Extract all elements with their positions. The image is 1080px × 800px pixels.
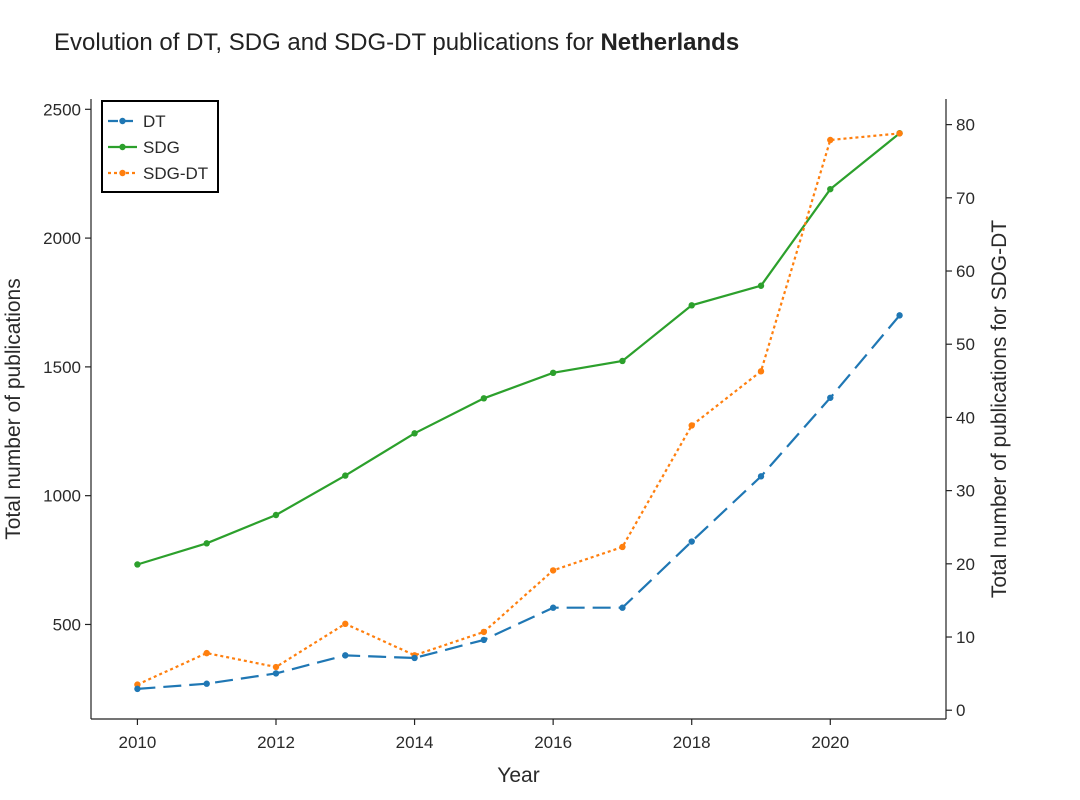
chart-title-country: Netherlands [600,29,739,56]
data-point-dt [619,604,626,611]
right-y-tick-label: 0 [956,701,965,720]
data-point-sdg-dt [688,422,695,429]
data-point-dt [411,654,418,662]
left-y-ticks: 500 1000 1500 2000 2500 [43,100,91,634]
data-point-dt [203,680,210,687]
data-point-sdg [757,282,765,289]
series-line-sdg [137,132,901,566]
right-y-tick-label: 20 [956,555,975,574]
data-point-sdg-dt [342,620,349,628]
x-ticks: 2010 2012 2014 2016 2018 2020 [119,719,849,752]
data-point-sdg [203,540,210,547]
chart-title: Evolution of DT, SDG and SDG-DT publicat… [54,29,739,56]
data-point-sdg-dt [203,649,210,657]
data-point-dt [827,394,834,401]
right-y-tick-label: 50 [956,335,975,354]
data-point-sdg-dt [549,567,557,574]
data-point-sdg [619,357,626,365]
left-y-tick-label: 1500 [43,358,81,377]
right-y-tick-label: 70 [956,189,975,208]
data-point-sdg-dt [272,663,280,671]
x-axis-title: Year [497,764,539,787]
left-y-tick-label: 2000 [43,229,81,248]
right-y-ticks: 0 10 20 30 40 50 60 70 80 [946,116,975,720]
right-y-tick-label: 10 [956,628,975,647]
legend-label-dt: DT [143,112,166,131]
x-tick-label: 2018 [673,733,711,752]
legend-label-sdg: SDG [143,138,180,157]
legend-marker-dt [119,117,126,125]
series-sdg-dt [134,130,903,688]
left-y-tick-label: 500 [53,615,81,634]
series-layer [134,130,903,693]
data-point-dt [757,473,765,480]
data-point-sdg-dt [757,368,765,375]
data-point-sdg [342,472,349,479]
legend-marker-sdg-dt [119,169,126,177]
data-point-sdg [688,302,695,309]
data-point-sdg [480,395,488,402]
data-point-sdg-dt [619,543,626,551]
data-point-dt [342,652,349,659]
data-point-dt [688,538,695,545]
series-dt [134,312,903,693]
x-tick-label: 2020 [811,733,849,752]
data-point-sdg [134,561,141,568]
x-tick-label: 2014 [396,733,434,752]
data-point-sdg-dt [480,628,488,636]
data-point-sdg [411,430,418,437]
data-point-dt [134,685,141,693]
left-y-tick-label: 2500 [43,100,81,119]
right-y-tick-label: 80 [956,116,975,135]
right-y-tick-label: 40 [956,408,975,427]
data-point-dt [272,670,280,677]
chart-title-text: Evolution of DT, SDG and SDG-DT publicat… [54,29,594,56]
left-y-tick-label: 1000 [43,487,81,506]
axes [90,99,947,720]
series-sdg [134,130,903,568]
data-point-sdg [272,511,280,519]
x-tick-label: 2010 [119,733,157,752]
left-y-axis-title: Total number of publications [2,278,25,540]
data-point-sdg [827,185,834,193]
right-y-tick-label: 60 [956,262,975,281]
legend-label-sdg-dt: SDG-DT [143,164,208,183]
legend-marker-sdg [119,143,126,151]
right-y-tick-label: 30 [956,482,975,501]
right-y-axis-title: Total number of publications for SDG-DT [988,220,1011,598]
x-tick-label: 2016 [534,733,572,752]
series-line-sdg-dt [136,132,900,686]
data-point-dt [480,636,488,644]
data-point-dt [549,604,557,611]
data-point-sdg-dt [896,130,903,137]
legend: DT SDG SDG-DT [101,100,219,193]
data-point-sdg [549,369,557,377]
data-point-dt [896,312,903,319]
series-line-dt [137,314,901,690]
x-tick-label: 2012 [257,733,295,752]
data-point-sdg-dt [827,136,834,144]
